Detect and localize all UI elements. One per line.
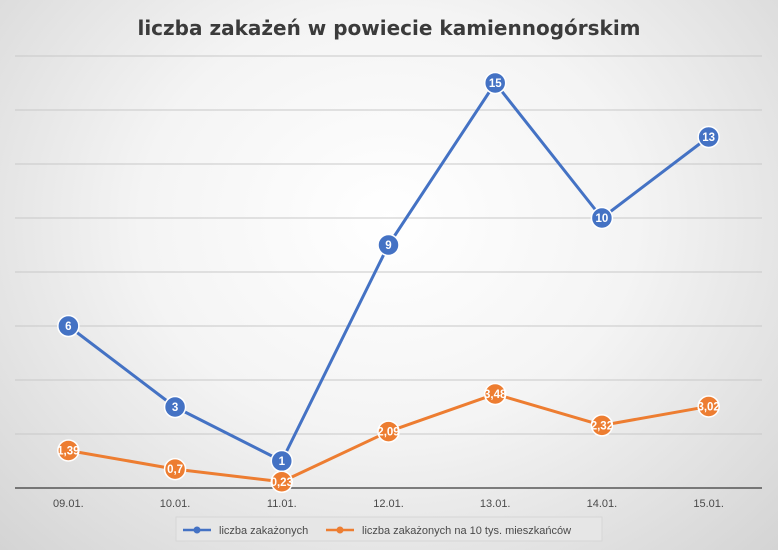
- data-label: 2,09: [377, 427, 399, 439]
- data-point: [483, 382, 507, 406]
- x-tick-label: 11.01.: [267, 498, 297, 510]
- series-group: 6 3 1 9 15 10 13 1,39 0,7 0,23 2,09 3,48 2,32 3,02: [57, 71, 720, 494]
- data-label: 6: [65, 321, 71, 333]
- legend-box: [175, 516, 603, 542]
- data-point: [377, 233, 400, 257]
- legend-label: liczba zakażonych: [219, 525, 308, 537]
- x-tick-label: 13.01.: [480, 498, 511, 510]
- data-point: [57, 439, 80, 462]
- series-1: 6 3 1 9 15 10 13: [57, 71, 720, 473]
- data-label: 1: [279, 456, 286, 468]
- data-point: [377, 420, 400, 443]
- data-point: [590, 206, 614, 230]
- data-label: 15: [489, 78, 502, 90]
- data-point: [57, 314, 80, 338]
- data-point: [163, 395, 187, 419]
- legend-label: liczba zakażonych na 10 tys. mieszkańców: [362, 525, 571, 537]
- legend-marker: [336, 526, 344, 534]
- x-tick-label: 15.01.: [693, 498, 724, 510]
- x-axis: 09.01. 10.01. 11.01. 12.01. 13.01. 14.01. 15.0…: [15, 487, 762, 510]
- data-label: 2,32: [591, 420, 613, 432]
- chart-title: liczba zakażeń w powiecie kamiennogórski…: [137, 16, 640, 40]
- data-label: 0,23: [271, 477, 293, 489]
- data-point: [270, 470, 294, 494]
- data-label: 13: [702, 132, 715, 144]
- x-tick-label: 10.01.: [160, 498, 191, 510]
- data-label: 3: [172, 402, 178, 414]
- x-tick-label: 12.01.: [373, 498, 404, 510]
- data-point: [697, 395, 720, 418]
- data-label: 1,39: [57, 445, 79, 457]
- data-label: 3,02: [697, 401, 719, 413]
- data-point: [590, 414, 614, 437]
- legend: liczba zakażonych liczba zakażonych na 10…: [175, 516, 603, 542]
- data-label: 3,48: [484, 389, 507, 401]
- data-point: [163, 457, 187, 481]
- x-tick-label: 09.01.: [53, 498, 84, 510]
- series-2: 1,39 0,7 0,23 2,09 3,48 2,32 3,02: [57, 382, 720, 494]
- data-point: [483, 71, 507, 95]
- legend-marker: [193, 526, 201, 534]
- data-label: 0,7: [167, 464, 183, 476]
- data-label: 10: [596, 213, 609, 225]
- data-label: 9: [385, 240, 391, 252]
- data-point: [697, 125, 720, 149]
- x-tick-label: 14.01.: [587, 498, 618, 510]
